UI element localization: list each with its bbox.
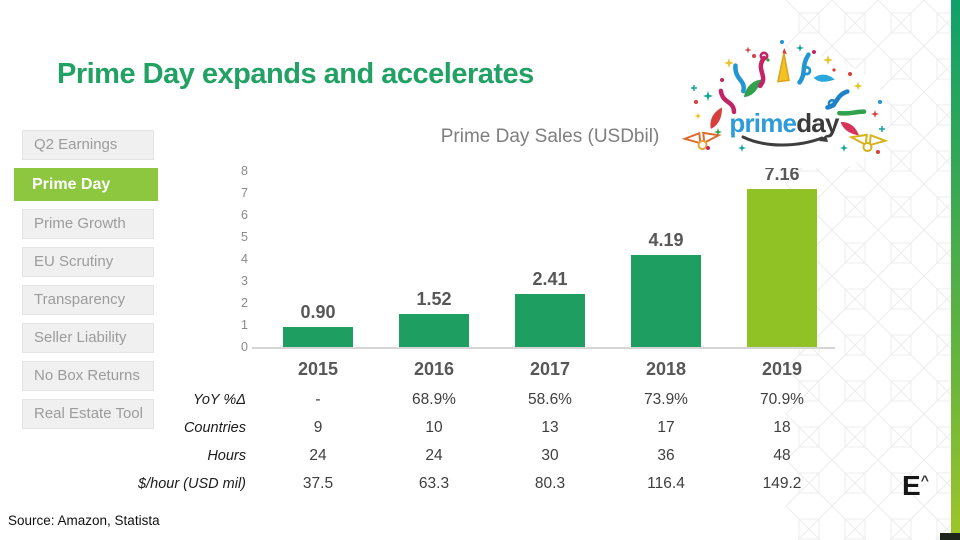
bar-column-2016: 1.52 [376, 289, 492, 347]
sidebar-nav: Q2 Earnings Prime Day Prime Growth EU Scrut… [14, 130, 158, 437]
table-row-countries-value-2019: 18 [773, 419, 791, 436]
confetti-burst-graphic [682, 40, 889, 168]
table-row-hour-usd-mil-label: $/hour (USD mil) [138, 476, 246, 492]
table-row-hours-label: Hours [207, 448, 246, 464]
y-axis-tick-4: 4 [241, 252, 248, 266]
page-title: Prime Day expands and accelerates [57, 58, 534, 90]
table-row-countries: Countries 9 10 13 17 18 [0, 414, 840, 442]
prime-day-logo-prime-text: prime [729, 108, 797, 138]
year-header-row-value-2016: 2016 [413, 358, 455, 379]
bar-chart: 0.90 1.52 2.41 4.19 7.16 [260, 164, 840, 347]
bar-value-label-2018: 4.19 [648, 229, 684, 250]
data-table: 2015 2016 2017 2018 2019 YoY %Δ - 68.9% 58.6% 73.… [0, 352, 840, 498]
brand-logo: E^ [902, 470, 929, 502]
y-axis-tick-7: 7 [241, 186, 248, 200]
prime-day-logo-day-text: day [796, 108, 839, 138]
table-row-yoy-value-2016: 68.9% [412, 391, 456, 408]
year-header-row: 2015 2016 2017 2018 2019 [0, 352, 840, 386]
bar-2015 [283, 327, 353, 347]
table-row-hours: Hours 24 24 30 36 48 [0, 442, 840, 470]
bar-column-2019: 7.16 [724, 164, 840, 347]
year-header-row-value-2017: 2017 [529, 358, 571, 379]
y-axis-tick-8: 8 [241, 164, 248, 178]
table-row-yoy: YoY %Δ - 68.9% 58.6% 73.9% 70.9% [0, 386, 840, 414]
bar-column-2017: 2.41 [492, 269, 608, 347]
table-row-countries-value-2017: 13 [541, 419, 559, 436]
table-row-yoy-value-2015: - [315, 391, 321, 408]
table-row-yoy-label: YoY %Δ [193, 392, 246, 408]
bar-2017 [515, 293, 585, 347]
source-note: Source: Amazon, Statista [8, 513, 160, 528]
y-axis-tick-0: 0 [241, 340, 248, 354]
y-axis: 0 1 2 3 4 5 6 7 8 [208, 0, 248, 540]
table-row-yoy-value-2017: 58.6% [528, 391, 572, 408]
y-axis-tick-2: 2 [241, 296, 248, 310]
bar-value-label-2019: 7.16 [764, 164, 800, 185]
table-row-countries-label: Countries [183, 420, 246, 436]
table-row-hour-usd-mil: $/hour (USD mil) 37.5 63.3 80.3 116.4 149.2 [0, 470, 840, 498]
sidebar-item-prime-day[interactable]: Prime Day [14, 168, 158, 201]
amazon-smile-icon [741, 135, 828, 147]
table-row-hours-value-2019: 48 [773, 447, 791, 464]
table-row-hour-usd-mil-value-2016: 63.3 [418, 475, 450, 492]
x-axis-line [252, 347, 835, 349]
table-row-hour-usd-mil-value-2015: 37.5 [302, 475, 334, 492]
bar-value-label-2016: 1.52 [416, 288, 452, 309]
bar-value-label-2015: 0.90 [300, 302, 336, 323]
sidebar-item-no-box-returns[interactable]: No Box Returns [22, 361, 154, 391]
y-axis-tick-3: 3 [241, 274, 248, 288]
bar-column-2015: 0.90 [260, 302, 376, 347]
sidebar-item-q2-earnings[interactable]: Q2 Earnings [22, 130, 154, 160]
brand-logo-letter: E [902, 470, 921, 501]
table-row-hours-value-2018: 36 [657, 447, 675, 464]
sidebar-item-real-estate-tool[interactable]: Real Estate Tool [22, 399, 154, 429]
year-header-row-value-2015: 2015 [297, 358, 339, 379]
prime-day-logo: primeday [726, 110, 842, 150]
y-axis-tick-1: 1 [241, 318, 248, 332]
table-row-hour-usd-mil-value-2017: 80.3 [534, 475, 566, 492]
right-accent-bar [951, 0, 960, 540]
table-row-hour-usd-mil-value-2019: 149.2 [762, 475, 802, 492]
table-row-hour-usd-mil-value-2018: 116.4 [647, 475, 685, 492]
sidebar-item-prime-growth[interactable]: Prime Growth [22, 209, 154, 239]
bottom-right-corner-mark [940, 533, 960, 540]
y-axis-tick-5: 5 [241, 230, 248, 244]
sidebar-item-transparency[interactable]: Transparency [22, 285, 154, 315]
sidebar-item-seller-liability[interactable]: Seller Liability [22, 323, 154, 353]
chart-title: Prime Day Sales (USDbil) [440, 126, 660, 147]
table-row-hours-value-2016: 24 [425, 447, 443, 464]
table-row-hours-value-2015: 24 [309, 447, 327, 464]
year-header-row-value-2018: 2018 [645, 358, 687, 379]
table-row-countries-value-2016: 10 [425, 419, 443, 436]
bar-column-2018: 4.19 [608, 230, 724, 347]
sidebar-item-eu-scrutiny[interactable]: EU Scrutiny [22, 247, 154, 277]
table-row-yoy-value-2018: 73.9% [644, 391, 688, 408]
y-axis-tick-6: 6 [241, 208, 248, 222]
bar-2016 [399, 313, 469, 347]
bar-2019 [747, 189, 817, 347]
bar-value-label-2017: 2.41 [532, 268, 568, 289]
table-row-countries-value-2018: 17 [657, 419, 675, 436]
table-row-countries-value-2015: 9 [313, 419, 323, 436]
bar-2018 [631, 254, 701, 347]
table-row-yoy-value-2019: 70.9% [760, 391, 804, 408]
brand-logo-caret: ^ [920, 472, 929, 488]
table-row-hours-value-2017: 30 [541, 447, 559, 464]
year-header-row-value-2019: 2019 [761, 358, 803, 379]
